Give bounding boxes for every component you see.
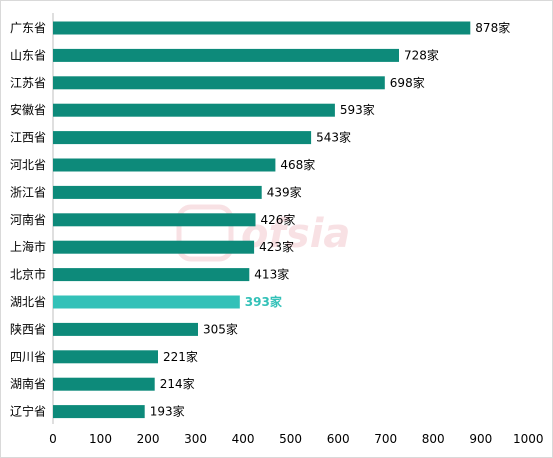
- category-label: 广东省: [10, 21, 46, 35]
- value-label: 543家: [316, 130, 351, 145]
- value-label: 193家: [150, 404, 185, 419]
- value-label: 214家: [160, 376, 195, 391]
- category-label: 安徽省: [10, 102, 46, 117]
- x-tick-label: 200: [137, 432, 160, 446]
- x-tick-label: 900: [469, 432, 492, 446]
- category-label: 河南省: [10, 212, 46, 227]
- category-label: 浙江省: [10, 185, 46, 199]
- value-label: 426家: [261, 212, 296, 227]
- category-label: 江苏省: [10, 76, 46, 90]
- category-label: 辽宁省: [10, 404, 46, 419]
- bar-2: [53, 48, 399, 62]
- x-tick-label: 1000: [513, 432, 544, 446]
- watermark-logo: ofsia: [176, 204, 350, 262]
- category-label: 湖北省: [10, 294, 46, 309]
- category-label: 山东省: [10, 48, 46, 62]
- x-tick-label: 800: [422, 432, 445, 446]
- value-label: 439家: [267, 184, 302, 199]
- x-tick-label: 0: [49, 432, 57, 446]
- bar-10: [53, 268, 250, 282]
- bar-3: [53, 76, 385, 90]
- x-tick-labels: 0 100 200 300 400 500 600 700 800 900 1000: [49, 432, 543, 446]
- value-label: 728家: [404, 47, 439, 62]
- x-tick-label: 400: [232, 432, 255, 446]
- value-label: 698家: [390, 75, 425, 90]
- category-label: 四川省: [10, 350, 46, 364]
- x-tick-label: 600: [327, 432, 350, 446]
- x-tick-label: 500: [279, 432, 302, 446]
- bar-7: [53, 185, 262, 199]
- category-label: 陕西省: [10, 321, 46, 336]
- category-label: 上海市: [10, 239, 46, 254]
- bar-15: [53, 405, 145, 419]
- watermark-text: ofsia: [241, 211, 350, 257]
- category-label: 湖南省: [10, 376, 46, 391]
- bar-4: [53, 103, 335, 117]
- bar-12: [53, 322, 198, 336]
- bar-6: [53, 158, 276, 172]
- value-label: 413家: [254, 267, 289, 282]
- value-label: 305家: [203, 321, 238, 336]
- category-label: 江西省: [10, 131, 46, 145]
- value-label: 468家: [280, 157, 315, 172]
- bar-1: [53, 21, 471, 35]
- x-tick-label: 100: [89, 432, 112, 446]
- value-label: 593家: [340, 102, 375, 117]
- bar-14: [53, 377, 155, 391]
- x-tick-label: 300: [184, 432, 207, 446]
- bar-11: [53, 295, 240, 309]
- bar-5: [53, 131, 312, 145]
- category-label: 河北省: [10, 158, 46, 172]
- bar-13: [53, 350, 158, 364]
- x-tick-label: 700: [374, 432, 397, 446]
- value-label: 423家: [259, 239, 294, 254]
- value-label: 221家: [163, 349, 198, 364]
- value-label: 878家: [475, 20, 510, 35]
- category-label: 北京市: [10, 267, 46, 282]
- value-label: 393家: [245, 294, 283, 309]
- category-labels: 广东省山东省江苏省安徽省江西省河北省浙江省河南省上海市北京市湖北省陕西省四川省湖…: [10, 21, 46, 419]
- bar-9: [53, 240, 255, 254]
- bars-group: [53, 21, 471, 419]
- bar-8: [53, 213, 256, 227]
